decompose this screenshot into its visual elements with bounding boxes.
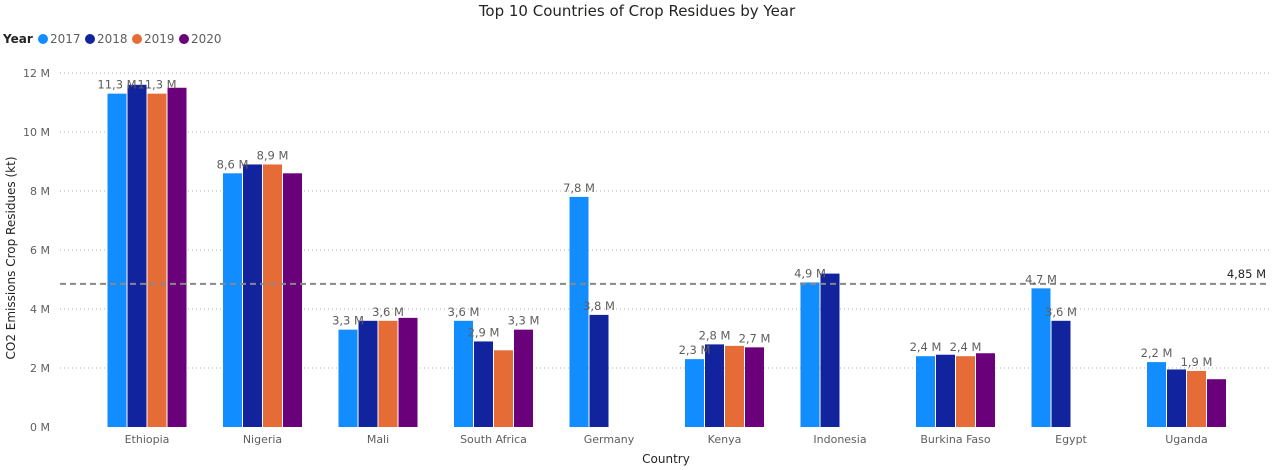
x-tick-label: Germany (584, 433, 635, 446)
x-tick-label: Ethiopia (125, 433, 170, 446)
data-labels: 11,3 M 11,3 M 8,6 M 8,9 M 3,3 M 3,6 M 3,6 M 2,9… (97, 78, 1212, 369)
data-label: 3,3 M (332, 314, 364, 328)
x-axis-title: Country (642, 452, 690, 466)
legend-marker-2018 (85, 34, 95, 44)
data-label: 8,6 M (217, 157, 249, 171)
legend-label-2018: 2018 (97, 32, 128, 46)
x-tick-label: Uganda (1165, 433, 1207, 446)
legend-marker-2020 (179, 34, 189, 44)
y-axis-title: CO2 Emissions Crop Residues (kt) (4, 156, 18, 359)
bar-ethiopia-2017 (107, 93, 127, 428)
y-tick-label: 0 M (30, 421, 50, 434)
bar-uganda-2018 (1167, 369, 1186, 427)
x-tick-label: Egypt (1055, 433, 1087, 446)
bar-burkina-faso-2019 (956, 356, 975, 427)
bar-ethiopia-2018 (127, 84, 147, 428)
bar-south-africa-2019 (494, 350, 513, 427)
y-tick-label: 4 M (30, 303, 50, 316)
y-tick-label: 12 M (23, 67, 50, 80)
y-tick-label: 2 M (30, 362, 50, 375)
reference-line-group: 4,85 M (60, 267, 1270, 285)
bar-kenya-2018 (705, 344, 724, 427)
bar-south-africa-2018 (474, 341, 493, 427)
data-label: 11,3 M (137, 78, 176, 92)
x-tick-label: Indonesia (813, 433, 866, 446)
legend-label-2019: 2019 (144, 32, 175, 46)
bar-nigeria-2017 (223, 173, 242, 427)
bar-nigeria-2018 (243, 164, 262, 427)
bar-ethiopia-2019 (147, 93, 167, 428)
data-label: 11,3 M (97, 78, 136, 92)
legend-marker-2017 (38, 34, 48, 44)
bar-burkina-faso-2017 (916, 356, 935, 427)
bar-burkina-faso-2020 (976, 353, 995, 427)
data-label: 2,2 M (1141, 346, 1173, 360)
data-label: 3,6 M (372, 305, 404, 319)
data-label: 2,4 M (910, 340, 942, 354)
x-tick-label: South Africa (460, 433, 527, 446)
bar-egypt-2018 (1051, 320, 1071, 427)
bar-mali-2019 (378, 320, 398, 427)
x-axis-ticks: Ethiopia Nigeria Mali South Africa Germany Ke… (125, 433, 1208, 446)
reference-line-label: 4,85 M (1227, 267, 1266, 281)
bar-mali-2018 (358, 320, 378, 427)
x-tick-label: Burkina Faso (920, 433, 990, 446)
y-tick-label: 8 M (30, 185, 50, 198)
bar-mali-2017 (338, 329, 358, 427)
data-label: 2,9 M (468, 325, 500, 339)
data-label: 2,4 M (950, 340, 982, 354)
data-label: 4,9 M (794, 266, 826, 280)
data-label: 3,3 M (508, 314, 540, 328)
bar-germany-2017 (569, 196, 589, 427)
bar-ethiopia-2020 (167, 87, 187, 427)
data-label: 4,7 M (1025, 272, 1057, 286)
data-label: 3,6 M (1045, 305, 1077, 319)
bar-kenya-2019 (725, 345, 744, 427)
bar-nigeria-2019 (263, 164, 282, 427)
data-label: 2,8 M (699, 328, 731, 342)
bar-burkina-faso-2018 (936, 354, 955, 427)
bar-south-africa-2017 (454, 320, 473, 427)
x-tick-label: Nigeria (243, 433, 282, 446)
bar-mali-2020 (398, 317, 418, 427)
legend-label-2020: 2020 (191, 32, 222, 46)
legend-title: Year (2, 32, 33, 46)
legend-label-2017: 2017 (50, 32, 81, 46)
y-tick-label: 6 M (30, 244, 50, 257)
data-label: 1,9 M (1181, 355, 1213, 369)
y-tick-label: 10 M (23, 126, 50, 139)
chart-title: Top 10 Countries of Crop Residues by Yea… (478, 2, 796, 20)
legend-marker-2019 (132, 34, 142, 44)
bar-indonesia-2018 (820, 273, 840, 427)
data-label: 3,6 M (448, 305, 480, 319)
y-axis-ticks: 0 M 2 M 4 M 6 M 8 M 10 M 12 M (23, 67, 50, 434)
bar-south-africa-2020 (514, 329, 533, 427)
data-label: 7,8 M (563, 181, 595, 195)
bar-kenya-2020 (745, 347, 764, 427)
data-label: 8,9 M (257, 148, 289, 162)
bar-uganda-2017 (1147, 362, 1166, 427)
data-label: 2,7 M (739, 331, 771, 345)
bar-indonesia-2017 (800, 282, 820, 427)
data-label: 3,8 M (583, 299, 615, 313)
bar-uganda-2020 (1207, 379, 1226, 427)
bars (107, 84, 1226, 428)
bar-egypt-2017 (1031, 288, 1051, 427)
bar-kenya-2017 (685, 359, 704, 427)
data-label: 2,3 M (679, 343, 711, 357)
bar-nigeria-2020 (283, 173, 302, 427)
x-tick-label: Mali (367, 433, 389, 446)
legend: Year 2017 2018 2019 2020 (2, 32, 222, 46)
bar-uganda-2019 (1187, 370, 1206, 427)
x-tick-label: Kenya (708, 433, 742, 446)
bar-germany-2018 (589, 314, 609, 427)
